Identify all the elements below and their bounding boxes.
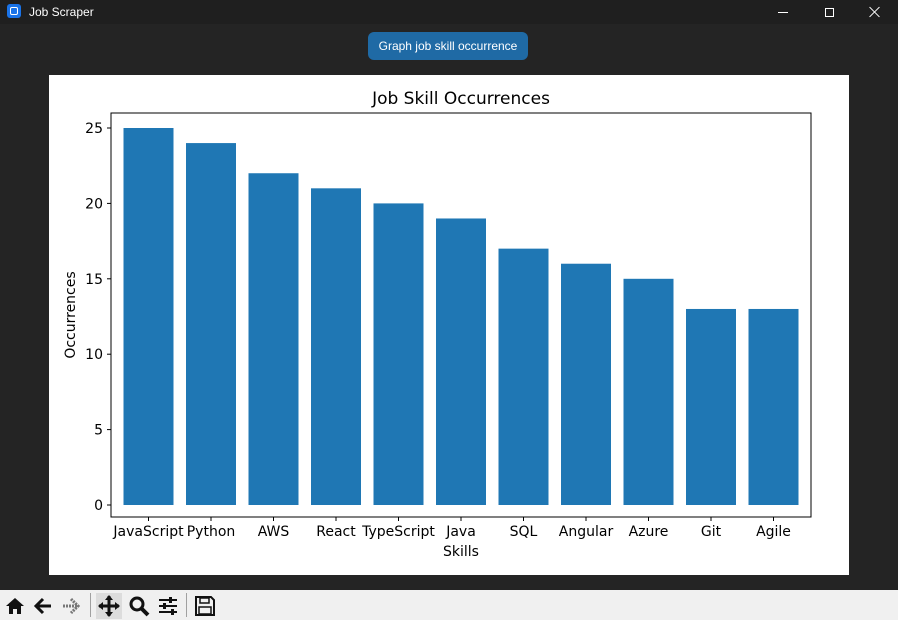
x-tick-label: Angular [559, 524, 614, 540]
move-icon [98, 595, 120, 617]
chart-bar [186, 143, 236, 505]
y-axis-label: Occurrences [63, 271, 79, 358]
back-button[interactable] [30, 593, 56, 619]
x-tick-label: Azure [629, 524, 669, 540]
y-tick-label: 25 [85, 121, 103, 137]
arrow-right-icon [63, 597, 81, 615]
chart-bar [373, 203, 424, 505]
x-axis-label: Skills [443, 544, 479, 560]
x-tick-label: Python [187, 524, 236, 540]
x-tick-label: React [316, 524, 356, 540]
chart-bar [311, 188, 361, 505]
home-button[interactable] [2, 593, 28, 619]
zoom-button[interactable] [126, 593, 152, 619]
x-tick-label: Agile [756, 524, 791, 540]
chart-bar [498, 248, 549, 505]
save-button[interactable] [192, 593, 218, 619]
y-tick-label: 20 [85, 196, 103, 212]
home-icon [6, 598, 24, 614]
chart-bar [623, 278, 674, 505]
x-tick-label: JavaScript [112, 524, 184, 540]
save-icon [195, 596, 215, 616]
chart-bar [748, 308, 799, 505]
sliders-icon [159, 597, 177, 615]
x-tick-label: Java [445, 524, 476, 540]
chart-bar [248, 173, 299, 505]
y-tick-label: 0 [94, 498, 103, 514]
app-icon [7, 4, 21, 18]
title-bar: Job Scraper [0, 0, 898, 24]
close-icon [869, 6, 881, 18]
navigation-toolbar [0, 590, 898, 620]
bar-chart: JavaScript Python AWS React TypeScript Java SQ… [63, 89, 812, 560]
close-button[interactable] [852, 0, 898, 24]
y-tick-label: 10 [85, 347, 103, 363]
x-tick-label: AWS [258, 524, 290, 540]
graph-skill-occurrence-button[interactable]: Graph job skill occurrence [368, 32, 528, 60]
arrow-left-icon [33, 597, 51, 615]
zoom-icon [129, 596, 150, 617]
x-tick-label: SQL [510, 524, 538, 540]
maximize-button[interactable] [806, 0, 852, 24]
minimize-icon [778, 11, 788, 13]
chart-bar [561, 263, 611, 505]
minimize-button[interactable] [760, 0, 806, 24]
window-title: Job Scraper [29, 5, 94, 19]
chart-figure: JavaScript Python AWS React TypeScript Java SQ… [49, 75, 849, 575]
x-tick-label: TypeScript [361, 524, 435, 540]
toolbar-separator [186, 593, 187, 617]
y-tick-label: 15 [85, 272, 103, 288]
chart-title: Job Skill Occurrences [371, 89, 550, 109]
y-tick-label: 5 [94, 423, 103, 439]
chart-bar [686, 308, 736, 505]
configure-button[interactable] [155, 593, 181, 619]
pan-button[interactable] [96, 593, 122, 619]
x-tick-label: Git [701, 524, 722, 540]
forward-button[interactable] [58, 593, 84, 619]
maximize-icon [824, 7, 834, 17]
chart-bar [123, 128, 174, 505]
chart-bar [436, 218, 486, 506]
toolbar-separator [90, 593, 91, 617]
